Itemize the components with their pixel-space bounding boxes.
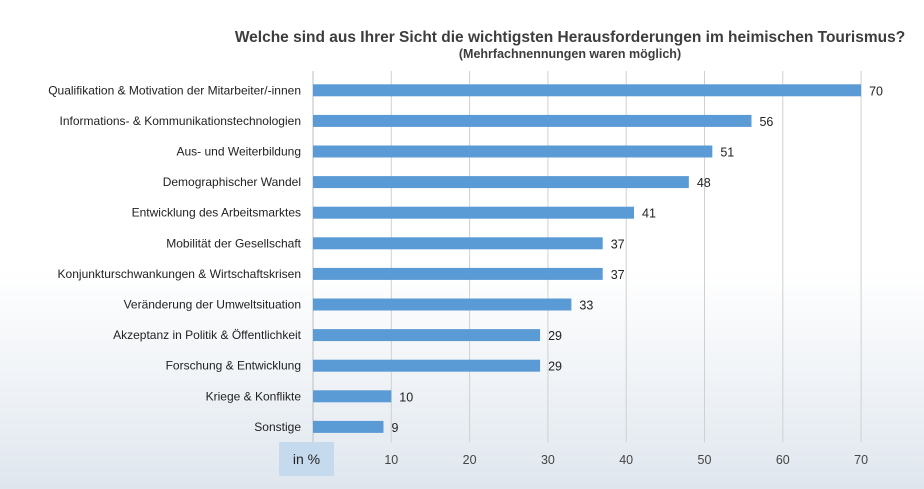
category-label: Entwicklung des Arbeitsmarktes <box>132 206 301 220</box>
chart-subtitle: (Mehrfachnennungen waren möglich) <box>458 47 682 61</box>
category-label: Konjunkturschwankungen & Wirtschaftskris… <box>58 267 301 281</box>
chart-title-main: Welche sind aus Ihrer Sicht die wichtigs… <box>234 29 906 46</box>
bar <box>313 114 752 127</box>
bar <box>313 176 689 189</box>
bar <box>313 267 603 280</box>
category-label: Aus- und Weiterbildung <box>176 145 301 159</box>
x-tick-label: 30 <box>541 453 555 467</box>
bar <box>313 329 541 342</box>
bar <box>313 145 713 158</box>
bar <box>313 84 862 97</box>
category-label: Veränderung der Umweltsituation <box>124 298 301 312</box>
category-label: Demographischer Wandel <box>163 175 301 189</box>
category-label: Forschung & Entwicklung <box>166 359 301 373</box>
category-label: Informations- & Kommunikationstechnologi… <box>60 114 301 128</box>
data-label: 37 <box>611 268 625 282</box>
x-axis-unit-label: in % <box>279 442 334 476</box>
x-tick-label: 40 <box>619 453 633 467</box>
category-label: Kriege & Konflikte <box>206 389 302 403</box>
x-tick-label: 10 <box>384 453 398 467</box>
category-label: Mobilität der Gesellschaft <box>166 236 301 250</box>
data-label: 70 <box>869 84 883 98</box>
category-label: Qualifikation & Motivation der Mitarbeit… <box>48 83 301 97</box>
category-label: Akzeptanz in Politik & Öffentlichkeit <box>113 328 302 342</box>
bar <box>313 390 392 403</box>
bar <box>313 359 541 372</box>
bar <box>313 298 572 311</box>
data-label: 48 <box>697 176 711 190</box>
data-label: 9 <box>391 421 398 435</box>
data-label: 29 <box>548 360 562 374</box>
data-label: 41 <box>642 207 656 221</box>
x-tick-label: 60 <box>776 453 790 467</box>
chart-title: Welche sind aus Ihrer Sicht die wichtigs… <box>120 29 924 63</box>
bar <box>313 420 384 433</box>
bar <box>313 206 635 219</box>
data-label: 56 <box>759 115 773 129</box>
data-label: 10 <box>399 390 413 404</box>
data-label: 51 <box>720 146 734 160</box>
data-label: 29 <box>548 329 562 343</box>
x-tick-label: 20 <box>463 453 477 467</box>
category-label: Sonstige <box>254 420 301 434</box>
x-tick-label: 70 <box>854 453 868 467</box>
data-label: 37 <box>611 237 625 251</box>
data-label: 33 <box>579 299 593 313</box>
x-tick-label: 50 <box>698 453 712 467</box>
bar <box>313 237 603 250</box>
